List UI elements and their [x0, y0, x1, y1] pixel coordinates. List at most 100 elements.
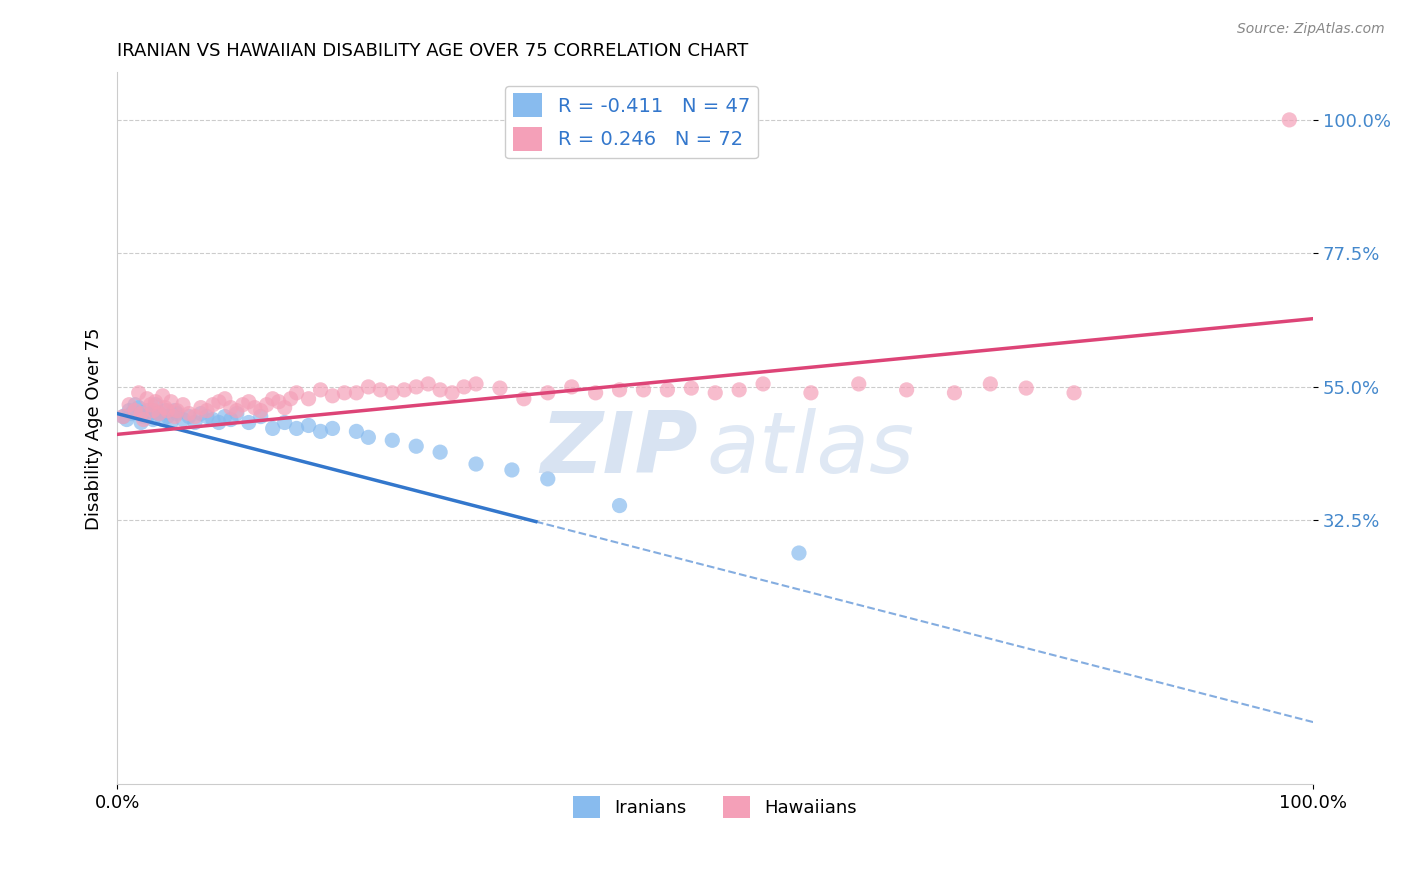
Point [128, 385, 150, 400]
Point [381, 434, 404, 448]
Text: ZIP: ZIP [541, 409, 699, 491]
Point [152, 412, 174, 426]
Point [249, 403, 271, 417]
Point [979, 376, 1001, 391]
Point [118, 403, 141, 417]
Point [429, 445, 451, 459]
Point [704, 385, 727, 400]
Point [201, 398, 224, 412]
Point [465, 376, 488, 391]
Point [132, 409, 155, 424]
Point [184, 416, 207, 430]
Point [429, 383, 451, 397]
Point [129, 407, 152, 421]
Point [273, 401, 295, 415]
Point [184, 409, 207, 424]
Point [132, 412, 155, 426]
Point [172, 398, 194, 412]
Point [136, 392, 159, 406]
Legend: Iranians, Hawaiians: Iranians, Hawaiians [567, 789, 865, 825]
Point [297, 392, 319, 406]
Point [208, 394, 231, 409]
Point [139, 398, 162, 412]
Point [344, 425, 367, 439]
Point [333, 385, 356, 400]
Point [418, 376, 440, 391]
Point [537, 472, 560, 486]
Point [585, 385, 607, 400]
Point [214, 392, 236, 406]
Point [112, 409, 135, 424]
Point [152, 389, 174, 403]
Point [285, 385, 308, 400]
Point [124, 398, 146, 412]
Point [195, 409, 218, 424]
Point [148, 407, 170, 421]
Point [177, 407, 200, 421]
Point [609, 383, 631, 397]
Point [394, 383, 416, 397]
Point [309, 383, 332, 397]
Point [195, 403, 218, 417]
Point [166, 403, 188, 417]
Point [190, 401, 212, 415]
Point [128, 401, 150, 415]
Point [219, 412, 242, 426]
Point [728, 383, 751, 397]
Point [848, 376, 870, 391]
Point [243, 401, 266, 415]
Point [787, 546, 810, 560]
Point [142, 412, 165, 426]
Point [1063, 385, 1085, 400]
Point [441, 385, 464, 400]
Point [172, 412, 194, 426]
Point [153, 403, 176, 417]
Point [249, 409, 271, 424]
Point [160, 394, 183, 409]
Point [163, 409, 186, 424]
Point [465, 457, 488, 471]
Point [309, 425, 332, 439]
Point [118, 398, 141, 412]
Point [321, 389, 343, 403]
Point [225, 407, 247, 421]
Point [633, 383, 655, 397]
Point [256, 398, 278, 412]
Point [142, 403, 165, 417]
Point [381, 385, 404, 400]
Point [121, 407, 143, 421]
Point [681, 381, 703, 395]
Point [537, 385, 560, 400]
Point [163, 403, 186, 417]
Point [321, 421, 343, 435]
Point [609, 499, 631, 513]
Point [370, 383, 392, 397]
Point [280, 392, 302, 406]
Point [112, 409, 135, 424]
Point [166, 407, 188, 421]
Point [156, 403, 179, 417]
Point [657, 383, 679, 397]
Point [561, 380, 583, 394]
Point [357, 380, 380, 394]
Point [1015, 381, 1038, 395]
Point [225, 403, 247, 417]
Point [124, 403, 146, 417]
Point [115, 412, 138, 426]
Point [405, 380, 427, 394]
Point [943, 385, 966, 400]
Point [139, 407, 162, 421]
Point [285, 421, 308, 435]
Point [501, 463, 523, 477]
Point [405, 439, 427, 453]
Point [1278, 112, 1301, 127]
Point [190, 407, 212, 421]
Point [453, 380, 475, 394]
Point [129, 416, 152, 430]
Point [219, 401, 242, 415]
Point [344, 385, 367, 400]
Point [136, 403, 159, 417]
Point [214, 409, 236, 424]
Point [238, 416, 260, 430]
Point [273, 416, 295, 430]
